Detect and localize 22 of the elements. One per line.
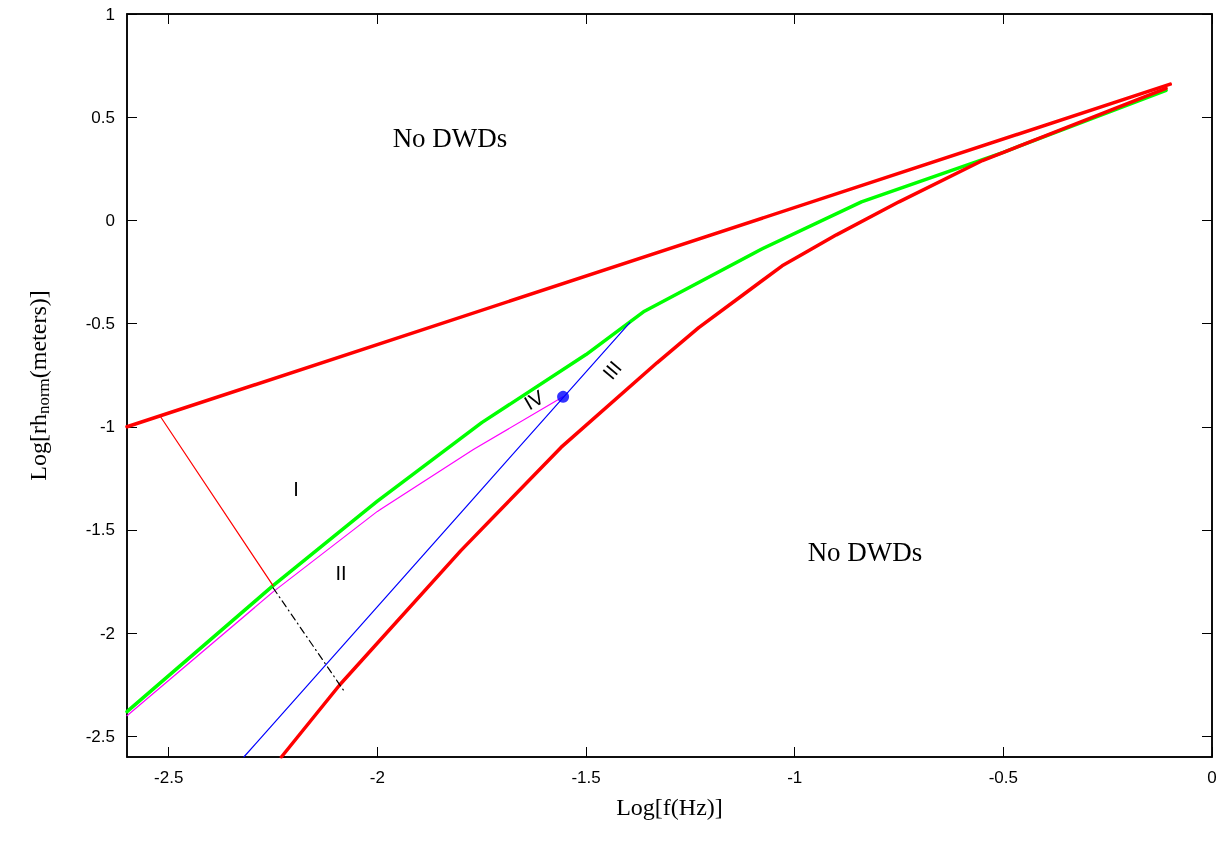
annotation: III bbox=[598, 356, 626, 384]
y-tick-label: -2.5 bbox=[85, 726, 115, 746]
y-tick-label: 0 bbox=[105, 210, 115, 230]
x-tick-label: 0 bbox=[1207, 768, 1217, 787]
x-tick-label: -2 bbox=[369, 768, 385, 787]
annotation: I bbox=[293, 478, 299, 500]
annotation: No DWDs bbox=[392, 123, 508, 153]
y-tick-label: -0.5 bbox=[85, 314, 115, 334]
x-axis-title: Log[f(Hz)] bbox=[616, 794, 723, 820]
annotation: No DWDs bbox=[807, 537, 923, 567]
y-tick-label: 0.5 bbox=[91, 107, 115, 127]
y-tick-label: -2 bbox=[99, 623, 115, 643]
y-tick-label: -1.5 bbox=[85, 520, 115, 540]
x-tick-label: -0.5 bbox=[988, 768, 1018, 787]
y-tick-label: -1 bbox=[99, 417, 115, 437]
x-tick-label: -2.5 bbox=[154, 768, 184, 787]
y-axis-title: Log[rhnorm(meters)] bbox=[24, 290, 53, 481]
x-tick-label: -1.5 bbox=[571, 768, 601, 787]
x-tick-label: -1 bbox=[787, 768, 803, 787]
annotation: II bbox=[335, 562, 347, 584]
y-tick-label: 1 bbox=[105, 4, 115, 24]
annotation: IV bbox=[520, 385, 549, 415]
